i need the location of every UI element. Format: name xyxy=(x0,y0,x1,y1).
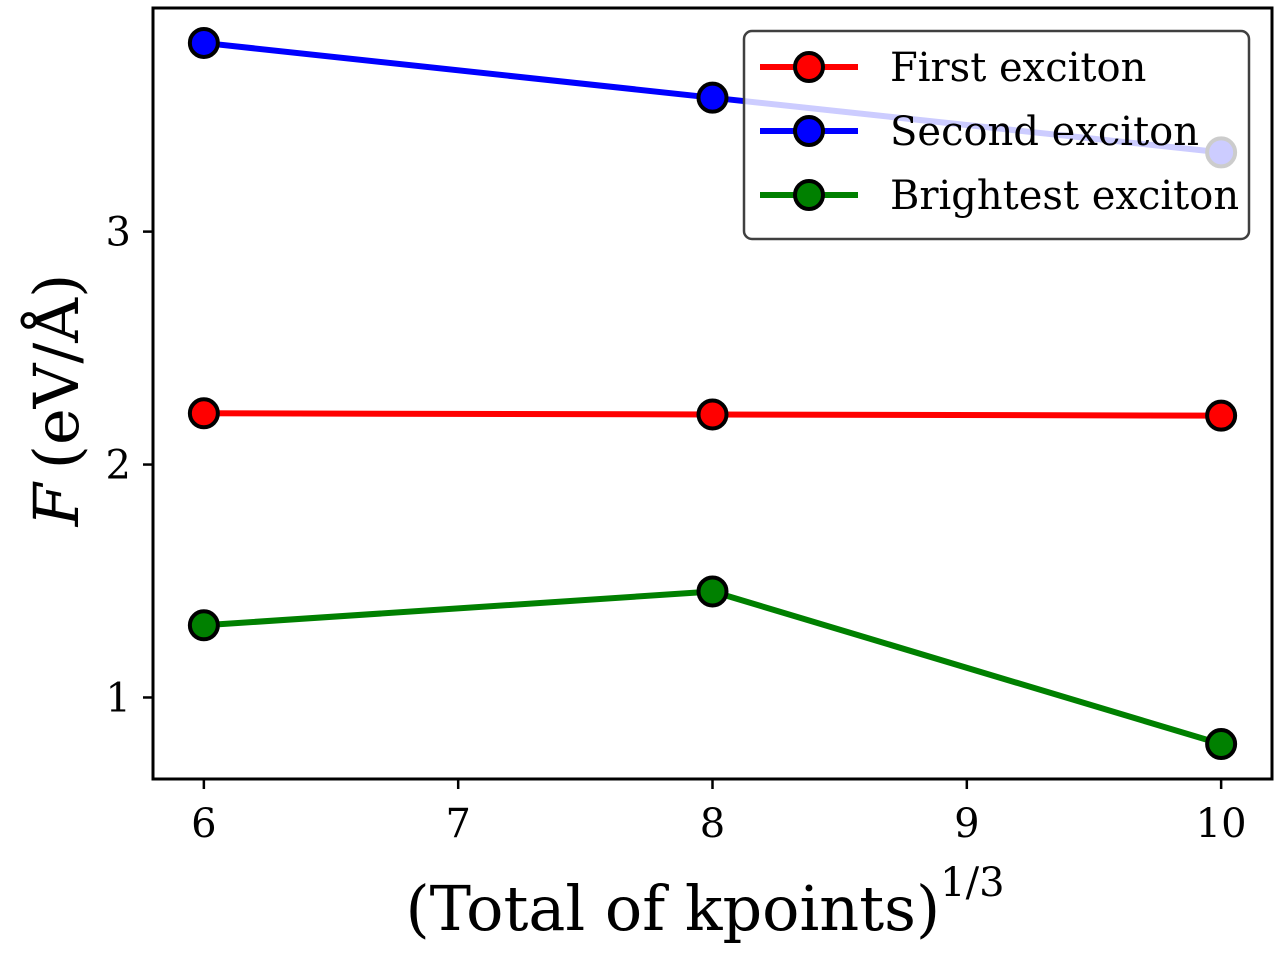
y-axis-label: F (eV/Å) xyxy=(20,274,93,528)
data-point xyxy=(187,397,220,430)
legend-marker xyxy=(793,51,825,83)
y-axis-label-unit: (eV/Å) xyxy=(20,274,93,470)
x-axis-ticks: 6 7 8 9 10 xyxy=(191,779,1247,847)
data-point xyxy=(696,81,729,114)
legend-label: Second exciton xyxy=(890,109,1199,155)
x-tick-label: 9 xyxy=(954,801,979,847)
legend-label: First exciton xyxy=(890,45,1146,91)
legend-entry: First exciton xyxy=(760,45,1146,91)
y-tick-label: 1 xyxy=(106,675,131,721)
legend-label: Brightest exciton xyxy=(890,173,1239,219)
data-point xyxy=(1205,728,1238,761)
y-axis-label-symbol: F xyxy=(20,481,93,527)
x-tick-label: 10 xyxy=(1196,801,1247,847)
legend-box xyxy=(742,29,1251,241)
legend-entry: Brightest exciton xyxy=(760,173,1239,219)
legend-marker xyxy=(793,115,825,147)
legend-entry: Second exciton xyxy=(760,109,1199,155)
data-point xyxy=(187,609,220,642)
y-tick-label: 2 xyxy=(106,443,131,489)
data-point xyxy=(696,575,729,608)
series-0 xyxy=(187,397,1238,432)
y-axis-ticks: 1 2 3 xyxy=(106,210,153,721)
x-axis-label-main: (Total of kpoints) xyxy=(405,872,940,945)
data-point xyxy=(187,26,220,59)
x-tick-label: 6 xyxy=(191,801,216,847)
data-point xyxy=(1205,399,1238,432)
legend-marker xyxy=(793,179,825,211)
x-axis-label: (Total of kpoints)1/3 xyxy=(405,860,1004,945)
legend: First exciton Second exciton Brightest exc… xyxy=(742,29,1251,241)
x-tick-label: 8 xyxy=(700,801,725,847)
y-tick-label: 3 xyxy=(106,210,131,256)
x-tick-label: 7 xyxy=(445,801,470,847)
x-axis-label-exponent: 1/3 xyxy=(940,860,1004,906)
series-line xyxy=(203,588,1222,747)
data-point xyxy=(696,398,729,431)
series-2 xyxy=(187,575,1238,761)
